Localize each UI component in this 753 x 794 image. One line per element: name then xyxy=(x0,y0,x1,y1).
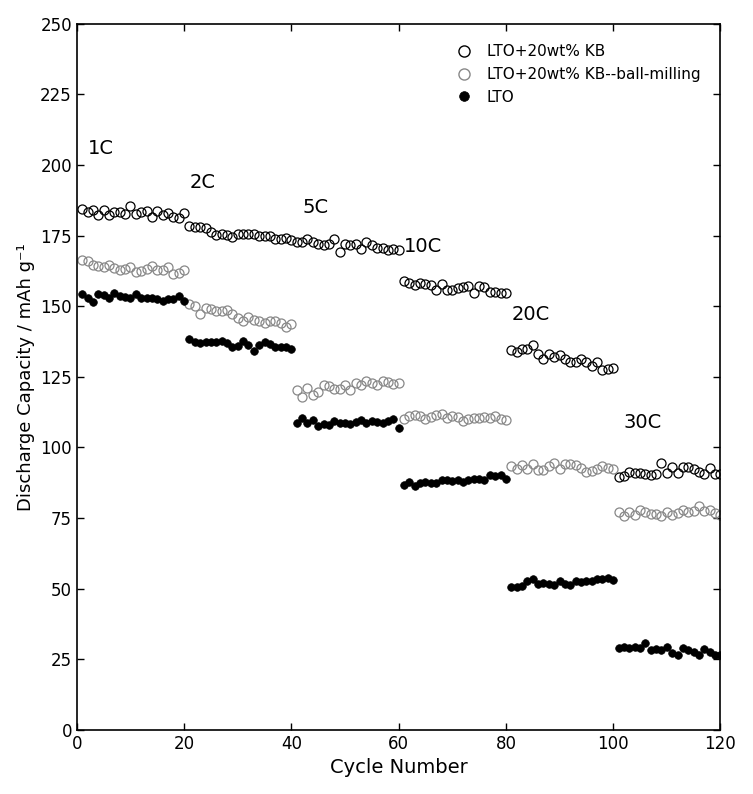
Text: 2C: 2C xyxy=(190,172,215,191)
Legend: LTO+20wt% KB, LTO+20wt% KB--ball-milling, LTO: LTO+20wt% KB, LTO+20wt% KB--ball-milling… xyxy=(442,38,706,111)
Text: 5C: 5C xyxy=(302,198,328,217)
Text: 20C: 20C xyxy=(511,305,550,324)
X-axis label: Cycle Number: Cycle Number xyxy=(330,758,468,777)
Text: 10C: 10C xyxy=(404,237,442,256)
Text: 30C: 30C xyxy=(624,413,662,432)
Y-axis label: Discharge Capacity / mAh g⁻¹: Discharge Capacity / mAh g⁻¹ xyxy=(17,243,35,511)
Text: 1C: 1C xyxy=(87,139,114,158)
